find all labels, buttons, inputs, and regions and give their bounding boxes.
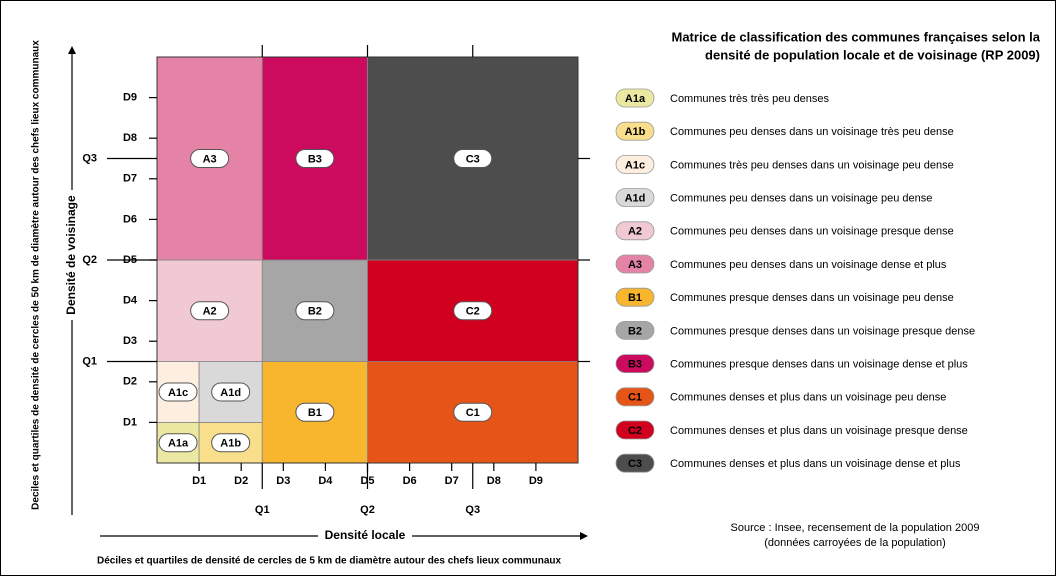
legend-label: Communes peu denses dans un voisinage de… — [670, 259, 947, 271]
cell-label-text: C1 — [466, 407, 480, 419]
cell-label-text: C2 — [466, 306, 480, 318]
x-quartile-label: Q2 — [360, 504, 375, 516]
y-quartile-label: Q1 — [82, 355, 97, 367]
x-decile-label: D8 — [487, 475, 501, 487]
legend-label: Communes presque denses dans un voisinag… — [670, 325, 975, 337]
y-decile-label: D6 — [123, 213, 137, 225]
legend-label: Communes très très peu denses — [670, 93, 829, 105]
cell-label-text: A1d — [220, 387, 241, 399]
cell-label-text: A2 — [203, 306, 217, 318]
legend-label: Communes peu denses dans un voisinage pr… — [670, 226, 954, 238]
y-quartile-label: Q2 — [82, 254, 97, 266]
legend-label: Communes très peu denses dans un voisina… — [670, 159, 954, 171]
cell-label-text: A1b — [220, 438, 241, 450]
legend-code: A1b — [625, 126, 646, 138]
legend-swatch — [615, 354, 655, 374]
legend-code: A1c — [625, 159, 645, 171]
cell-label-text: A3 — [203, 153, 217, 165]
y-decile-label: D1 — [123, 416, 137, 428]
y-axis-title: Densité de voisinage — [64, 195, 78, 315]
legend-code: A3 — [628, 259, 642, 271]
source-line: (données carroyées de la population) — [764, 537, 946, 549]
cell-label-text: A1a — [168, 438, 189, 450]
cell-label — [211, 433, 251, 453]
legend-label: Communes peu denses dans un voisinage tr… — [670, 126, 954, 138]
x-axis-subtitle: Déciles et quartiles de densité de cercl… — [97, 556, 562, 567]
legend-code: C2 — [628, 425, 642, 437]
legend-label: Communes peu denses dans un voisinage pe… — [670, 193, 932, 205]
y-axis-subtitle: Deciles et quartiles de densité de cercl… — [31, 40, 42, 510]
source-line: Source : Insee, recensement de la popula… — [731, 522, 980, 534]
legend-swatch — [615, 387, 655, 407]
cell-label — [158, 433, 198, 453]
legend-swatch — [615, 121, 655, 141]
x-quartile-label: Q3 — [465, 504, 480, 516]
cell-label — [190, 301, 230, 321]
y-decile-label: D7 — [123, 173, 137, 185]
y-decile-label: D4 — [123, 295, 138, 307]
cell-label-text: B1 — [308, 407, 322, 419]
cell-label — [295, 402, 335, 422]
cell-label-text: A1c — [168, 387, 188, 399]
x-axis-title: Densité locale — [325, 528, 406, 542]
legend-label: Communes presque denses dans un voisinag… — [670, 292, 954, 304]
legend-swatch — [615, 154, 655, 174]
legend-swatch — [615, 254, 655, 274]
cell-label — [295, 149, 335, 168]
cell-label — [453, 149, 493, 168]
y-decile-label: D3 — [123, 335, 137, 347]
legend-code: B2 — [628, 325, 642, 337]
x-decile-label: D7 — [445, 475, 459, 487]
cell-label — [453, 301, 493, 321]
legend-code: A2 — [628, 226, 642, 238]
y-decile-label: D9 — [123, 92, 137, 104]
legend-swatch — [615, 287, 655, 307]
cell-label — [211, 382, 251, 402]
cell-label — [190, 149, 230, 168]
legend-swatch — [615, 453, 655, 473]
x-quartile-label: Q1 — [255, 504, 270, 516]
cell-label — [295, 301, 335, 321]
legend-code: A1a — [625, 93, 646, 105]
title-line: densité de population locale et de voisi… — [705, 47, 1040, 62]
legend-label: Communes presque denses dans un voisinag… — [670, 359, 968, 371]
y-quartile-label: Q3 — [82, 152, 97, 164]
cell-label — [453, 402, 493, 422]
legend-label: Communes denses et plus dans un voisinag… — [670, 425, 968, 437]
legend-label: Communes denses et plus dans un voisinag… — [670, 458, 961, 470]
legend-swatch — [615, 420, 655, 440]
x-decile-label: D4 — [318, 475, 333, 487]
legend-code: C3 — [628, 458, 642, 470]
x-decile-label: D2 — [234, 475, 248, 487]
cell-label-text: B3 — [308, 153, 322, 165]
x-decile-label: D9 — [529, 475, 543, 487]
x-decile-label: D6 — [403, 475, 417, 487]
legend-swatch — [615, 221, 655, 241]
legend-code: C1 — [628, 392, 642, 404]
cell-label-text: B2 — [308, 306, 322, 318]
x-decile-label: D3 — [276, 475, 290, 487]
x-decile-label: D1 — [192, 475, 206, 487]
legend-code: A1d — [625, 193, 646, 205]
y-decile-label: D8 — [123, 132, 137, 144]
arrows — [68, 46, 588, 540]
cell-label — [158, 382, 198, 402]
legend-label: Communes denses et plus dans un voisinag… — [670, 392, 946, 404]
legend-code: B3 — [628, 359, 642, 371]
title-line: Matrice de classification des communes f… — [672, 29, 1041, 44]
legend-swatch — [615, 320, 655, 340]
legend-code: B1 — [628, 292, 642, 304]
cell-label-text: C3 — [466, 153, 480, 165]
legend-swatch — [615, 188, 655, 208]
legend-swatch — [615, 88, 655, 108]
y-decile-label: D2 — [123, 376, 137, 388]
